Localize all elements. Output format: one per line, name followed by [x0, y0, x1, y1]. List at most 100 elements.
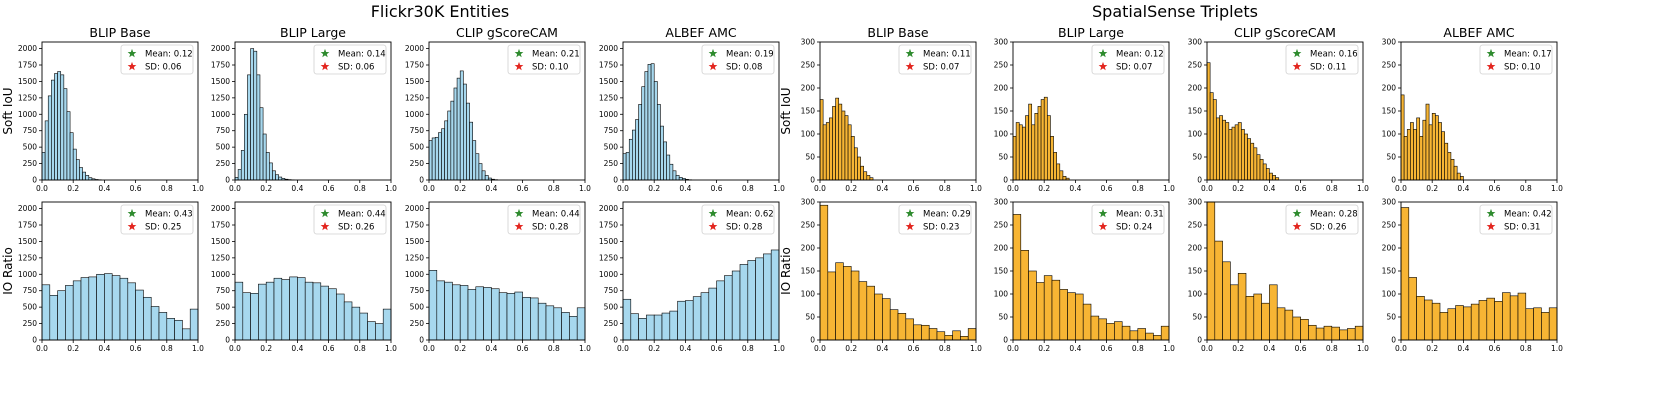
subplot-6-bar-13: [1050, 136, 1054, 181]
subplot-9-legend-sd: SD: 0.25: [145, 223, 181, 233]
subplot-2-xtick-label-2: 0.4: [291, 184, 303, 193]
subplot-3-ytick-label-5: 1250: [405, 93, 424, 102]
subplot-3-ytick-label-2: 500: [410, 143, 425, 152]
subplot-10-bar-17: [359, 312, 368, 341]
subplot-7-legend-box: [1285, 44, 1359, 75]
subplot-16-ytick-label-1: 50: [1386, 313, 1396, 322]
subplot-4-bar-2: [625, 152, 630, 181]
subplot-6-ytick-label-4: 200: [994, 84, 1009, 93]
subplot-4-bar-6: [638, 104, 643, 181]
subplot-8-bar-6: [1416, 117, 1421, 181]
subplot-13-bar-20: [967, 328, 977, 341]
subplot-15-bar-2: [1214, 240, 1223, 341]
subplot-6-ytick-label-3: 150: [994, 107, 1009, 116]
subplot-3-bar-8: [450, 100, 455, 181]
subplot-10-bar-12: [320, 285, 329, 341]
subplot-3-ytick-label-4: 1000: [405, 110, 424, 119]
subplot-1-legend-mean-icon: [127, 48, 137, 58]
subplot-3-ytick-label-0: 0: [419, 176, 424, 185]
subplot-14-xtick-label-5: 1.0: [1163, 344, 1175, 353]
subplot-4-bar-14: [663, 141, 667, 181]
subplot-3-legend-sd: SD: 0.10: [532, 63, 568, 73]
subplot-11-xtick-label-1: 0.2: [454, 344, 466, 353]
subplot-15-ytick-label-1: 50: [1192, 313, 1202, 322]
subplot-10-bar-15: [343, 301, 353, 341]
subplot-10-bar-1: [234, 281, 244, 341]
subplot-2-bar-3: [240, 150, 245, 181]
subplot-10-bar-5: [265, 281, 275, 341]
subplot-6-bar-15: [1056, 163, 1061, 181]
subplot-16-xtick-label-3: 0.6: [1489, 344, 1501, 353]
subplot-14-bar-10: [1082, 303, 1092, 341]
subplot-8-bar-9: [1425, 103, 1430, 181]
subplot-8-ytick-label-6: 300: [1382, 38, 1397, 47]
subplot-11-bar-3: [444, 281, 453, 341]
subplot-8-bar-16: [1447, 152, 1452, 181]
subplot-9-ytick-label-0: 0: [32, 336, 37, 345]
subplot-13-bar-11: [897, 313, 907, 341]
subplot-16-ytick-label-0: 0: [1391, 336, 1396, 345]
subplot-13-bar-18: [952, 330, 961, 341]
subplot-14-bar-13: [1106, 323, 1115, 341]
subplot-3-ytick-label-1: 250: [410, 159, 425, 168]
subplot-11-bar-4: [452, 284, 461, 341]
subplot-16-bar-13: [1494, 301, 1503, 341]
subplot-5-bar-10: [847, 124, 852, 181]
subplot-6-ytick-label-2: 100: [994, 130, 1009, 139]
subplot-5-ytick-label-1: 50: [805, 153, 815, 162]
subplot-10-legend-sd-icon: [320, 221, 330, 231]
subplot-4-ytick-label-0: 0: [613, 176, 618, 185]
subplot-5-ytick-label-0: 0: [810, 176, 815, 185]
subplot-2-frame: [234, 41, 392, 181]
subplot-2-bar-14: [275, 174, 279, 181]
subplot-14-ytick-label-3: 150: [994, 267, 1009, 276]
subplot-10-bar-3: [250, 293, 259, 341]
subplot-3-bar-10: [456, 77, 461, 181]
subplot-3-legend-sd-icon: [514, 61, 524, 71]
subplot-8: ALBEF AMC 0 50 100 150 200 250 300 0.0 0.2 0.4 0.6 0…: [1382, 25, 1564, 193]
subplot-4-bar-13: [660, 125, 664, 181]
subplot-15-ytick-label-2: 100: [1188, 290, 1203, 299]
subplot-10-ytick-label-6: 1500: [211, 237, 230, 246]
subplot-2-ytick-label-6: 1500: [211, 77, 230, 86]
subplot-11-bar-12: [514, 291, 523, 341]
subplot-14-bar-14: [1114, 321, 1123, 341]
subplot-1-xtick-label-5: 1.0: [192, 184, 204, 193]
subplot-12-ytick-label-8: 2000: [599, 204, 618, 213]
subplot-1-ytick-label-7: 1750: [18, 61, 37, 70]
subplot-16-ytick-label-5: 250: [1382, 221, 1397, 230]
subplot-13-bar-15: [928, 328, 938, 341]
subplot-13-bar-10: [889, 309, 899, 341]
subplot-9-ytick-label-2: 500: [23, 303, 38, 312]
subplot-6-ytick-label-1: 50: [998, 153, 1008, 162]
subplot-6-xtick-label-2: 0.4: [1069, 184, 1081, 193]
subplot-4-bar-4: [632, 129, 636, 181]
subplot-3-xtick-label-2: 0.4: [485, 184, 497, 193]
subplot-14-bar-20: [1160, 325, 1170, 341]
subplot-12-ytick-label-7: 1750: [599, 221, 618, 230]
subplot-7-xtick-label-3: 0.6: [1295, 184, 1307, 193]
subplot-10-ytick-label-3: 750: [216, 286, 231, 295]
subplot-11-xtick-label-5: 1.0: [579, 344, 591, 353]
subplot-13-xtick-label-3: 0.6: [908, 344, 920, 353]
subplot-2-xtick-label-1: 0.2: [260, 184, 272, 193]
subplot-5-bar-11: [850, 136, 855, 181]
subplot-4-bar-11: [653, 81, 658, 181]
subplot-2-legend-mean: Mean: 0.14: [338, 50, 386, 60]
subplot-10-xtick-label-0: 0.0: [229, 344, 241, 353]
subplot-16-legend-mean-icon: [1486, 208, 1496, 218]
subplot-6-bar-16: [1059, 170, 1064, 181]
subplot-2-ytick-label-8: 2000: [211, 44, 230, 53]
subplot-8-bar-5: [1413, 129, 1417, 181]
subplot-9-legend-mean: Mean: 0.43: [145, 210, 193, 220]
subplot-3-xtick-label-1: 0.2: [454, 184, 466, 193]
subplot-15-xtick-label-2: 0.4: [1263, 344, 1275, 353]
subplot-13-ytick-label-6: 300: [801, 198, 816, 207]
subplot-8-bar-11: [1431, 113, 1436, 181]
subplot-13-bar-5: [850, 270, 860, 341]
subplot-3-ytick-label-3: 750: [410, 126, 425, 135]
subplot-13-ytick-label-1: 50: [805, 313, 815, 322]
subplot-12-bar-12: [708, 287, 717, 341]
subplot-1-xtick-label-4: 0.8: [161, 184, 173, 193]
subplot-3-xtick-label-3: 0.6: [517, 184, 529, 193]
